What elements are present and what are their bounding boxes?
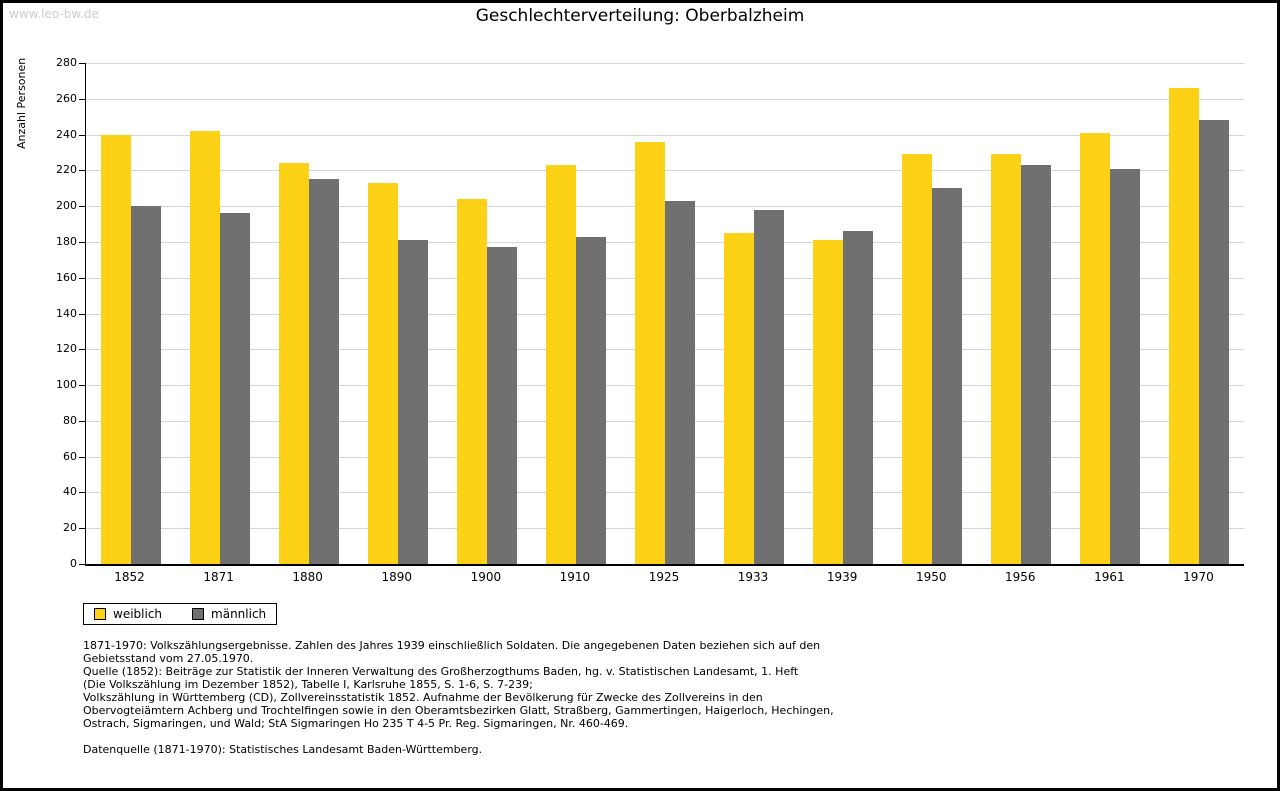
chart-title: Geschlechterverteilung: Oberbalzheim xyxy=(475,6,805,26)
x-tick-label-1961: 1961 xyxy=(1094,570,1125,584)
footnote-line: Volkszählung in Württemberg (CD), Zollve… xyxy=(83,691,763,704)
x-tick-label-1852: 1852 xyxy=(114,570,145,584)
x-tick-label-1956: 1956 xyxy=(1005,570,1036,584)
watermark: www.leo-bw.de xyxy=(9,7,99,21)
bar-männlich-1890 xyxy=(397,240,428,564)
y-tick-mark-60 xyxy=(79,456,86,458)
y-tick-mark-200 xyxy=(79,206,86,208)
bar-weiblich-1970 xyxy=(1169,88,1200,564)
x-tick-label-1900: 1900 xyxy=(470,570,502,584)
footnote-line: Obervogteiämtern Achberg und Trochtelfin… xyxy=(83,704,834,717)
x-axis-tick-labels: 1852 1871 1880 1890 1900 1910 1925 1933 1939 1950… xyxy=(85,570,1243,586)
y-axis-tick-labels: 0 20 40 60 80 100 120 140 160 180 200 220 240 260 280 xyxy=(3,56,77,570)
x-tick-label-1910: 1910 xyxy=(559,570,591,584)
bar-weiblich-1890 xyxy=(367,182,398,564)
y-tick-label-80: 80 xyxy=(63,413,77,427)
footnote-line: Quelle (1852): Beiträge zur Statistik de… xyxy=(83,665,799,678)
legend-label-männlich: männlich xyxy=(211,607,267,621)
x-tick-label-1925: 1925 xyxy=(648,570,680,584)
footnote-line: 1871-1970: Volkszählungsergebnisse. Zahl… xyxy=(83,639,821,652)
bar-männlich-1880 xyxy=(308,179,339,564)
gridline-280 xyxy=(86,63,1244,64)
bar-männlich-1910 xyxy=(575,236,606,564)
y-tick-label-20: 20 xyxy=(63,521,77,535)
bar-weiblich-1925 xyxy=(635,141,665,564)
bar-weiblich-1961 xyxy=(1080,132,1111,564)
footnotes: 1871-1970: Volkszählungsergebnisse. Zahl… xyxy=(83,639,1247,769)
x-tick-label-1880: 1880 xyxy=(292,570,323,584)
bar-weiblich-1852 xyxy=(100,134,131,564)
bar-weiblich-1910 xyxy=(545,165,576,564)
footnote-line: Ostrach, Sigmaringen, und Wald; StA Sigm… xyxy=(83,717,629,730)
legend-swatch-weiblich xyxy=(94,608,106,620)
y-tick-mark-80 xyxy=(79,420,86,422)
y-tick-mark-0 xyxy=(79,564,86,565)
legend-item-männlich: männlich xyxy=(192,607,266,621)
gridline-220 xyxy=(86,170,1244,172)
y-tick-mark-260 xyxy=(79,98,86,100)
bar-männlich-1900 xyxy=(486,247,517,564)
y-tick-label-180: 180 xyxy=(56,234,77,248)
bar-weiblich-1880 xyxy=(278,163,309,564)
y-tick-mark-120 xyxy=(79,349,86,351)
plot-area xyxy=(79,63,1244,566)
footnote-line: (Die Volkszählung im Dezember 1852), Tab… xyxy=(83,678,533,691)
y-tick-label-280: 280 xyxy=(56,56,77,69)
bar-männlich-1852 xyxy=(130,206,161,564)
legend-item-weiblich: weiblich xyxy=(94,607,162,621)
y-tick-label-160: 160 xyxy=(56,270,77,284)
y-tick-label-260: 260 xyxy=(56,91,77,105)
legend-swatch-männlich xyxy=(192,608,205,620)
bar-weiblich-1939 xyxy=(813,240,844,564)
gridline-240 xyxy=(86,134,1244,136)
y-tick-mark-100 xyxy=(79,385,86,387)
gridline-260 xyxy=(86,98,1244,100)
x-tick-label-1871: 1871 xyxy=(203,570,234,584)
y-tick-label-120: 120 xyxy=(56,342,77,356)
bar-männlich-1925 xyxy=(665,200,695,564)
footnote-paragraph-1: 1871-1970: Volkszählungsergebnisse. Zahl… xyxy=(83,639,1247,730)
legend-label-weiblich: weiblich xyxy=(113,607,163,621)
bar-weiblich-1871 xyxy=(189,131,220,564)
x-tick-label-1939: 1939 xyxy=(826,570,858,584)
footnote-paragraph-2: Datenquelle (1871-1970): Statistisches L… xyxy=(83,743,1247,756)
y-tick-mark-40 xyxy=(79,492,86,494)
y-tick-label-100: 100 xyxy=(56,378,77,392)
y-tick-label-0: 0 xyxy=(70,557,77,570)
y-tick-label-220: 220 xyxy=(56,163,77,177)
bar-männlich-1970 xyxy=(1199,120,1230,564)
bar-männlich-1961 xyxy=(1110,168,1141,564)
y-tick-label-60: 60 xyxy=(63,449,77,463)
bar-weiblich-1956 xyxy=(991,154,1022,564)
y-tick-mark-20 xyxy=(79,528,86,530)
y-tick-mark-160 xyxy=(79,277,86,279)
x-tick-label-1950: 1950 xyxy=(915,570,947,584)
y-tick-mark-240 xyxy=(79,134,86,136)
bar-männlich-1933 xyxy=(754,209,785,564)
y-tick-mark-220 xyxy=(79,170,86,172)
y-tick-label-200: 200 xyxy=(56,199,77,213)
bar-weiblich-1933 xyxy=(724,232,755,564)
x-tick-label-1890: 1890 xyxy=(381,570,413,584)
footnote-line: Gebietsstand vom 27.05.1970. xyxy=(83,652,254,665)
footnote-line: Datenquelle (1871-1970): Statistisches L… xyxy=(83,743,483,756)
x-tick-label-1970: 1970 xyxy=(1183,570,1214,584)
y-tick-mark-280 xyxy=(79,63,86,64)
bar-männlich-1939 xyxy=(843,231,874,564)
bar-männlich-1871 xyxy=(219,213,250,564)
y-tick-label-240: 240 xyxy=(56,127,77,141)
legend: weiblich männlich xyxy=(83,603,278,625)
bar-weiblich-1900 xyxy=(456,199,487,564)
y-tick-mark-180 xyxy=(79,241,86,243)
bar-männlich-1956 xyxy=(1021,165,1052,564)
y-tick-mark-140 xyxy=(79,313,86,315)
y-tick-label-140: 140 xyxy=(56,306,77,320)
bar-weiblich-1950 xyxy=(902,154,933,564)
y-tick-label-40: 40 xyxy=(63,485,77,499)
bar-männlich-1950 xyxy=(932,188,963,564)
x-tick-label-1933: 1933 xyxy=(737,570,769,584)
